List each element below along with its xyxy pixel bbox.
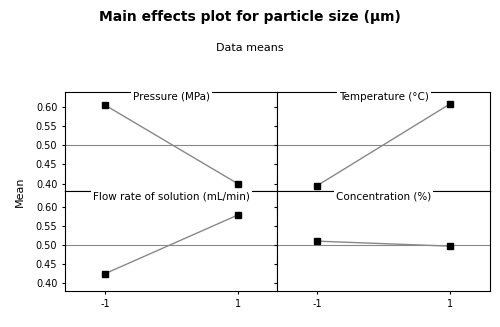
Text: Main effects plot for particle size (μm): Main effects plot for particle size (μm) [99,10,401,24]
Text: Flow rate of solution (mL/min): Flow rate of solution (mL/min) [93,191,250,201]
Text: Pressure (MPa): Pressure (MPa) [132,92,210,102]
Text: Data means: Data means [216,43,284,53]
Text: Concentration (%): Concentration (%) [336,191,432,201]
Text: Mean: Mean [15,176,25,207]
Text: Temperature (°C): Temperature (°C) [339,92,428,102]
